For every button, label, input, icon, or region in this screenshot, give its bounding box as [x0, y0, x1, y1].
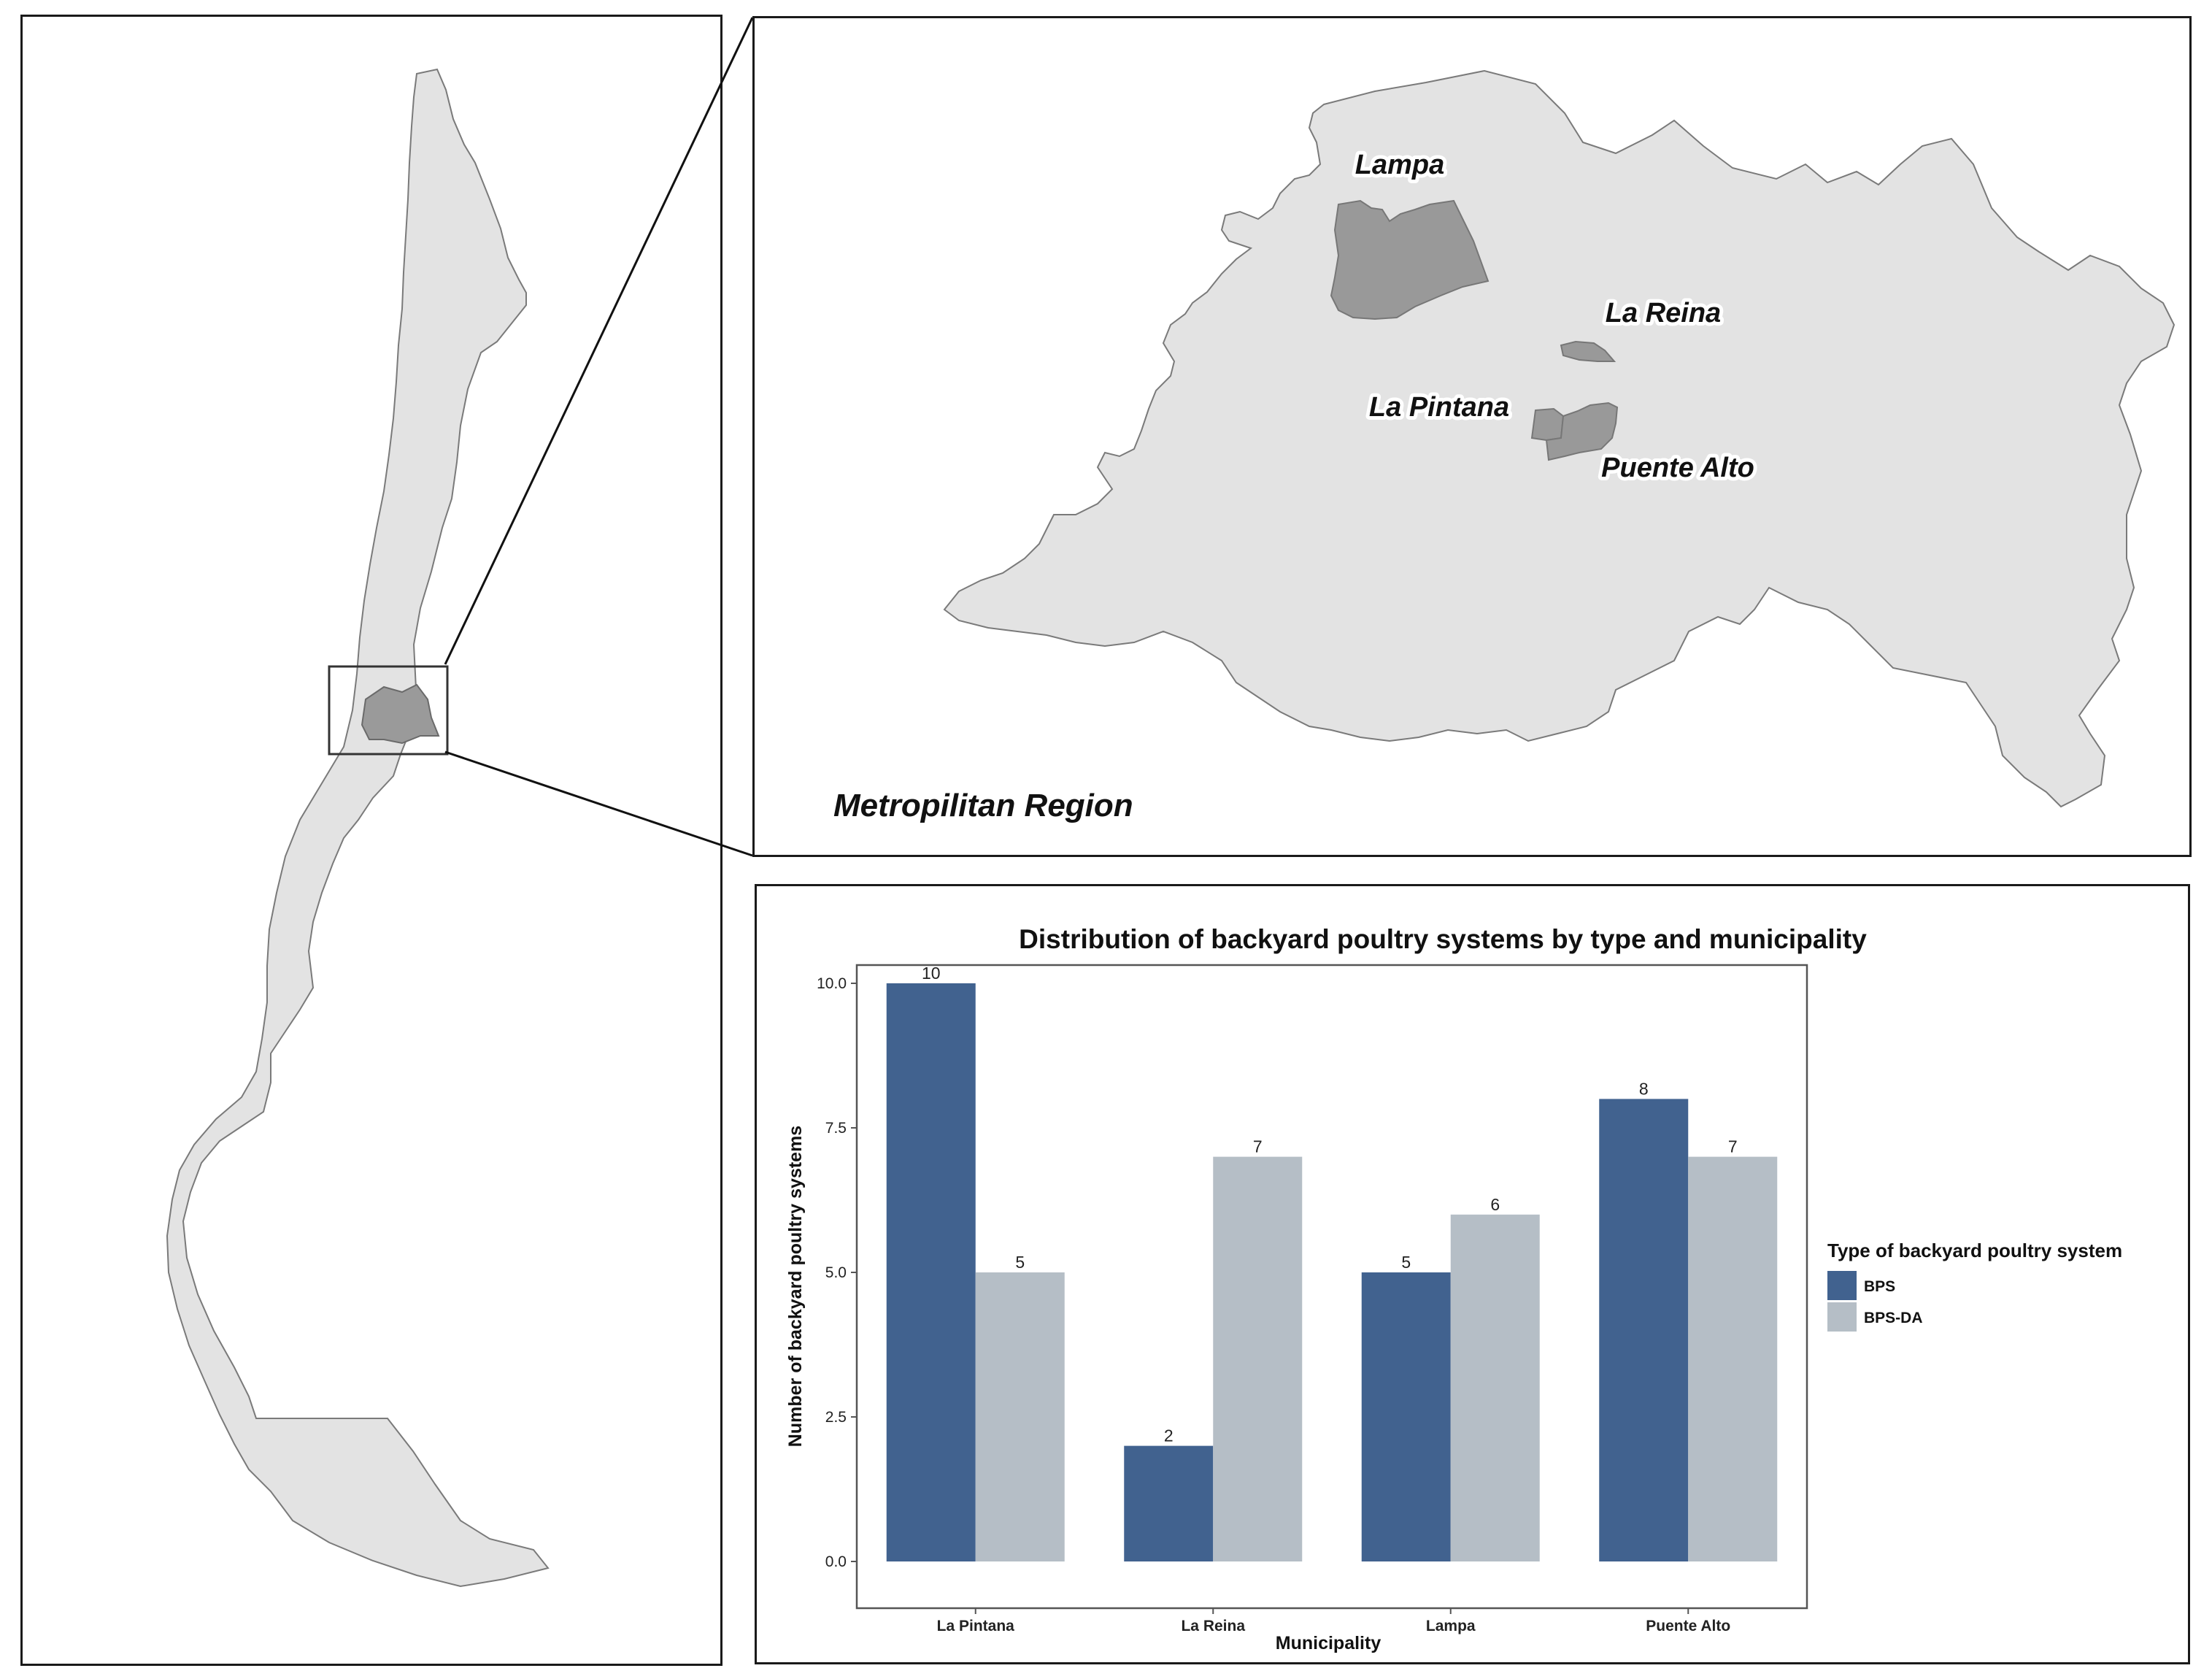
- bar-bps-da-lampa: [1450, 1214, 1540, 1561]
- bar-chart-panel: Distribution of backyard poultry systems…: [755, 884, 2190, 1664]
- legend-title: Type of backyard poultry system: [1827, 1240, 2122, 1261]
- x-axis-ticks: La Pintana La Reina Lampa Puente Alto: [937, 1608, 1730, 1634]
- y-tick-label: 10.0: [817, 975, 847, 992]
- y-axis-title: Number of backyard poultry systems: [785, 1126, 806, 1447]
- region-map-panel: Lampa La Reina La Pintana Puente Alto Me…: [752, 16, 2192, 857]
- la-pintana-shape: [1530, 407, 1565, 442]
- bar-bps-lampa: [1361, 1272, 1451, 1561]
- metropolitan-region-highlight: [361, 683, 440, 745]
- legend-label-bps: BPS: [1864, 1278, 1895, 1295]
- connector-line-top: [444, 17, 754, 665]
- chile-map: [166, 68, 550, 1588]
- la-pintana-label: La Pintana: [1369, 392, 1509, 423]
- y-tick-label: 2.5: [825, 1409, 847, 1426]
- legend: BPS BPS-DA: [1827, 1271, 1923, 1332]
- x-tick-label: Puente Alto: [1646, 1618, 1730, 1634]
- chart-title: Distribution of backyard poultry systems…: [1019, 924, 1867, 954]
- chile-map-panel: [20, 15, 722, 1666]
- value-labels-group: 10 5 2 7 5 6 8 7: [922, 964, 1738, 1445]
- bar-bps-la-reina: [1124, 1445, 1214, 1561]
- bars-group: [886, 983, 1778, 1561]
- bar-value-label: 10: [922, 964, 941, 983]
- legend-swatch-bps-da: [1827, 1302, 1857, 1332]
- chile-country-shape: [166, 68, 550, 1588]
- plot-frame: [855, 964, 1808, 1610]
- legend-swatch-bps: [1827, 1271, 1857, 1300]
- bar-bps-la-pintana: [886, 983, 976, 1561]
- bar-bps-da-la-pintana: [975, 1272, 1065, 1561]
- y-tick-label: 5.0: [825, 1264, 847, 1281]
- bar-value-label: 2: [1164, 1426, 1174, 1445]
- bar-value-label: 8: [1639, 1079, 1649, 1098]
- puente-alto-shape: [1545, 402, 1619, 461]
- y-tick-label: 7.5: [825, 1120, 847, 1137]
- bar-bps-da-puente-alto: [1688, 1156, 1778, 1561]
- la-reina-label: La Reina: [1606, 298, 1721, 328]
- x-tick-label: La Pintana: [937, 1618, 1015, 1634]
- bar-bps-puente-alto: [1599, 1099, 1689, 1561]
- legend-label-bps-da: BPS-DA: [1864, 1310, 1923, 1326]
- x-tick-label: La Reina: [1181, 1618, 1245, 1634]
- region-title: Metropilitan Region: [833, 788, 1133, 823]
- la-reina-shape: [1560, 340, 1616, 362]
- bar-value-label: 7: [1728, 1137, 1738, 1156]
- bar-value-label: 5: [1401, 1253, 1411, 1272]
- lampa-shape: [1330, 199, 1490, 320]
- bar-bps-da-la-reina: [1213, 1156, 1303, 1561]
- bar-chart: Distribution of backyard poultry systems…: [785, 924, 2122, 1653]
- bar-value-label: 5: [1015, 1253, 1025, 1272]
- puente-alto-label: Puente Alto: [1601, 453, 1754, 483]
- connector-line-bottom: [444, 750, 753, 857]
- y-tick-label: 0.0: [825, 1553, 847, 1570]
- bar-value-label: 6: [1490, 1195, 1500, 1214]
- x-tick-label: Lampa: [1426, 1618, 1476, 1634]
- y-axis-ticks: 0.0 2.5 5.0 7.5 10.0: [817, 975, 857, 1570]
- lampa-label: Lampa: [1355, 150, 1444, 180]
- inset-frame: [328, 665, 449, 756]
- region-map: Lampa La Reina La Pintana Puente Alto Me…: [830, 69, 2176, 827]
- bar-value-label: 7: [1253, 1137, 1263, 1156]
- x-axis-title: Municipality: [1276, 1633, 1381, 1653]
